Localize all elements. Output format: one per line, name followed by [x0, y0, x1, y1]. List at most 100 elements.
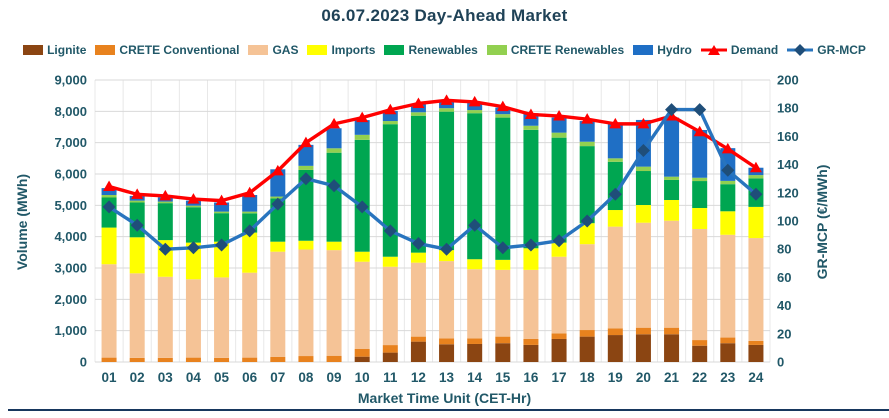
bar-imports-18: [579, 223, 595, 245]
demand-marker: [384, 103, 397, 115]
bar-imports-21: [664, 200, 680, 221]
bar-gas-24: [748, 238, 764, 341]
bar-crete-renewables-24: [748, 175, 764, 179]
bar-crete-conventional-24: [748, 340, 764, 345]
bar-imports-16: [523, 248, 539, 270]
bar-hydro-07: [270, 169, 286, 197]
demand-marker: [131, 188, 144, 199]
demand-marker: [103, 180, 116, 192]
bar-gas-02: [129, 273, 145, 358]
bar-hydro-17: [551, 117, 567, 133]
bar-imports-08: [298, 240, 314, 250]
bar-gas-05: [214, 277, 230, 358]
bar-crete-renewables-11: [382, 121, 398, 125]
bar-crete-renewables-23: [720, 180, 736, 185]
bar-imports-19: [607, 210, 623, 227]
bar-crete-renewables-22: [692, 177, 708, 182]
bar-crete-renewables-05: [214, 211, 230, 214]
bar-gas-13: [439, 261, 455, 339]
bar-crete-conventional-08: [298, 356, 314, 362]
bar-imports-06: [242, 232, 258, 273]
x-tick-label: 22: [692, 370, 707, 385]
y-right-tick-label: 140: [777, 157, 799, 172]
legend-item-crete-renewables: CRETE Renewables: [486, 43, 624, 57]
crete-renewables-swatch: [486, 45, 507, 55]
legend-item-crete-conventional: CRETE Conventional: [95, 43, 239, 57]
bar-gas-14: [467, 269, 483, 339]
y-left-tick-label: 0: [80, 355, 87, 370]
gr-mcp-marker: [580, 214, 594, 228]
x-tick-label: 12: [411, 370, 426, 385]
bar-renewables-03: [157, 203, 173, 241]
bar-imports-10: [354, 251, 370, 262]
x-tick-label: 18: [580, 370, 596, 385]
bar-imports-05: [214, 241, 230, 278]
bar-imports-11: [382, 256, 398, 267]
gr-mcp-legend-marker: [787, 44, 814, 56]
bar-lignite-12: [410, 341, 426, 362]
bar-imports-07: [270, 241, 286, 252]
legend-item-lignite: Lignite: [23, 43, 86, 57]
bar-lignite-14: [467, 343, 483, 362]
bar-crete-renewables-15: [495, 114, 511, 118]
bar-gas-04: [185, 279, 201, 358]
gr-mcp-marker: [524, 238, 538, 252]
bar-crete-conventional-03: [157, 357, 173, 362]
bar-crete-conventional-11: [382, 345, 398, 353]
bar-crete-renewables-03: [157, 201, 173, 204]
bar-hydro-18: [579, 121, 595, 142]
gr-mcp-marker: [440, 242, 454, 256]
bar-imports-02: [129, 237, 145, 274]
bar-gas-18: [579, 244, 595, 331]
demand-marker: [215, 194, 228, 206]
x-tick-label: 10: [355, 370, 370, 385]
bar-imports-24: [748, 206, 764, 239]
bar-crete-renewables-12: [410, 112, 426, 116]
bar-hydro-10: [354, 120, 370, 135]
bar-renewables-18: [579, 146, 595, 224]
bar-lignite-24: [748, 344, 764, 362]
bar-crete-renewables-01: [101, 194, 117, 198]
bar-crete-conventional-20: [635, 327, 651, 335]
x-tick-label: 17: [552, 370, 567, 385]
bar-crete-renewables-18: [579, 141, 595, 147]
bar-renewables-10: [354, 139, 370, 252]
y-right-tick-label: 120: [777, 185, 799, 200]
bar-lignite-18: [579, 336, 595, 362]
bar-renewables-08: [298, 169, 314, 241]
bar-imports-15: [495, 259, 511, 270]
gr-mcp-marker: [355, 200, 369, 214]
gr-mcp-marker: [411, 237, 425, 251]
demand-marker: [159, 189, 172, 201]
bar-imports-20: [635, 205, 651, 223]
bar-gas-17: [551, 256, 567, 334]
x-tick-label: 06: [242, 370, 258, 385]
x-tick-label: 14: [467, 370, 483, 385]
legend-item-gr-mcp: GR-MCP: [787, 43, 866, 57]
gr-mcp-marker: [749, 187, 763, 201]
gr-mcp-marker: [186, 241, 200, 255]
bar-hydro-01: [101, 188, 117, 195]
bar-crete-conventional-15: [495, 336, 511, 344]
bar-renewables-17: [551, 137, 567, 243]
bar-lignite-23: [720, 343, 736, 362]
demand-marker: [328, 117, 341, 129]
x-tick-label: 01: [102, 370, 118, 385]
y-right-tick-label: 40: [777, 298, 791, 313]
y-left-tick-label: 9,000: [54, 73, 87, 88]
demand-marker: [187, 193, 200, 204]
gr-mcp-marker: [552, 234, 566, 248]
y-right-tick-label: 20: [777, 326, 791, 341]
bar-crete-conventional-06: [242, 357, 258, 362]
bar-crete-conventional-21: [664, 327, 680, 335]
y-right-tick-label: 100: [777, 214, 799, 229]
gr-mcp-marker: [721, 163, 735, 177]
x-tick-label: 07: [270, 370, 285, 385]
gr-mcp-marker: [271, 197, 285, 211]
bar-renewables-15: [495, 117, 511, 260]
bar-crete-renewables-14: [467, 110, 483, 114]
bar-gas-12: [410, 262, 426, 337]
bar-crete-conventional-19: [607, 328, 623, 336]
bar-lignite-21: [664, 334, 680, 362]
bar-renewables-14: [467, 113, 483, 260]
